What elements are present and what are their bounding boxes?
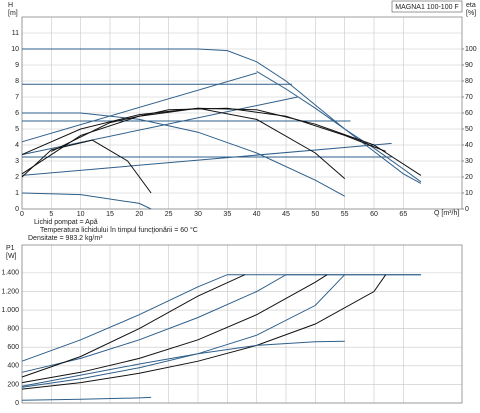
annotation: Lichid pompat = Apă: [34, 219, 98, 226]
y-unit: [W]: [6, 253, 17, 260]
x-tick-label: 5: [49, 211, 53, 218]
x-tick-label: 20: [135, 211, 143, 218]
x-tick-label: 0: [20, 211, 24, 218]
annotation: Temperatura lichidului în timpul funcţio…: [40, 226, 198, 234]
x-tick-label: 25: [165, 211, 173, 218]
x-tick-label: 15: [106, 211, 114, 218]
y2-label: eta: [466, 2, 476, 9]
y-label: H: [8, 2, 13, 9]
curve: [256, 70, 422, 183]
y2-tick-label: 90: [465, 62, 473, 69]
y-tick-label: 400: [7, 363, 19, 370]
y2-unit: [%]: [466, 10, 476, 17]
curve: [21, 274, 421, 373]
x-tick-label: 10: [77, 211, 85, 218]
y-tick-label: 200: [7, 381, 19, 388]
y-tick-label: 10: [11, 46, 19, 53]
annotation: Densitate = 983.2 kg/m³: [28, 235, 103, 242]
y2-tick-label: 30: [465, 158, 473, 165]
y-tick-label: 11: [12, 30, 19, 37]
curve: [51, 107, 386, 152]
curve: [21, 72, 257, 143]
y-tick-label: 7: [15, 94, 19, 101]
y2-tick-label: 0: [465, 206, 469, 213]
y-tick-label: 1.400: [1, 270, 19, 277]
curve: [21, 274, 246, 378]
x-tick-label: 50: [311, 211, 319, 218]
curve: [22, 48, 422, 184]
y-tick-label: 8: [15, 78, 19, 85]
curve: [21, 107, 346, 179]
curve: [21, 340, 345, 387]
y-tick-label: 0: [15, 206, 19, 213]
y-tick-label: 4: [15, 142, 19, 149]
y-tick-label: 1.200: [1, 288, 19, 295]
x-tick-label: 45: [282, 211, 290, 218]
curve: [21, 274, 328, 384]
x-tick-label: 55: [341, 211, 349, 218]
y2-tick-label: 60: [465, 110, 473, 117]
y-tick-label: 600: [7, 344, 19, 351]
y-tick-label: 1.000: [1, 307, 19, 314]
x-tick-label: 40: [253, 211, 261, 218]
curve: [22, 112, 345, 197]
model-label: MAGNA1 100-100 F: [395, 4, 458, 11]
y-tick-label: 3: [15, 158, 19, 165]
curve: [21, 139, 152, 194]
plot-frame: [21, 244, 463, 404]
x-tick-label: 65: [399, 211, 407, 218]
y2-tick-label: 10: [465, 190, 473, 197]
y-tick-label: 6: [15, 110, 19, 117]
y2-tick-label: 70: [465, 94, 473, 101]
curve: [21, 396, 152, 401]
y-label: P1: [6, 245, 15, 252]
x-tick-label: 60: [370, 211, 378, 218]
y2-tick-label: 40: [465, 142, 473, 149]
y2-tick-label: 50: [465, 126, 473, 133]
curve: [21, 274, 421, 362]
curve: [21, 96, 298, 156]
y2-tick-label: 100: [465, 46, 477, 53]
y-tick-label: 1: [15, 190, 19, 197]
x-tick-label: 35: [223, 211, 231, 218]
model-box: [391, 0, 463, 13]
y-tick-label: 9: [15, 62, 19, 69]
y-tick-label: 0: [15, 400, 19, 407]
y2-tick-label: 80: [465, 78, 473, 85]
y-tick-label: 800: [7, 325, 19, 332]
y-tick-label: 2: [15, 174, 19, 181]
y2-tick-label: 20: [465, 174, 473, 181]
x-tick-label: 30: [194, 211, 202, 218]
y-unit: [m]: [8, 10, 18, 17]
curve: [21, 192, 152, 210]
x-label: Q [m³/h]: [434, 210, 459, 217]
curve: [21, 142, 392, 176]
y-tick-label: 5: [15, 126, 19, 133]
curve: [21, 274, 387, 390]
